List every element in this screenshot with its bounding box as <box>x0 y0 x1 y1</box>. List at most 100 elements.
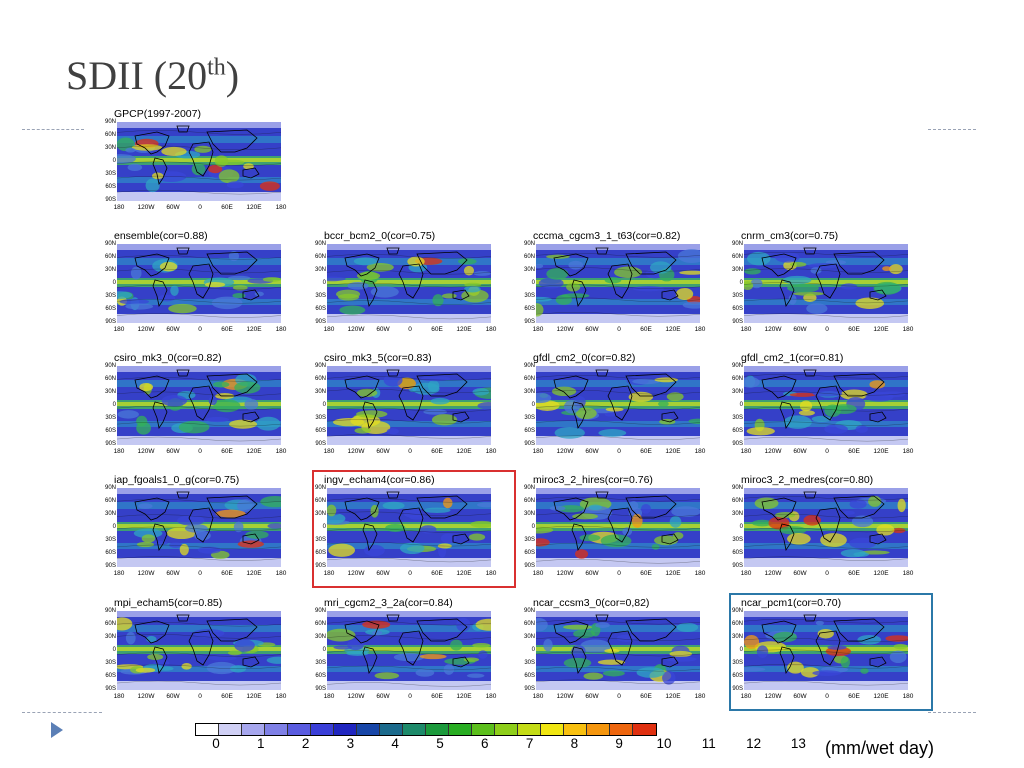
lat-tick-label: 30S <box>732 537 743 543</box>
panel-title: GPCP(1997-2007) <box>114 108 201 120</box>
map-precip-blob <box>139 382 154 392</box>
map-precip-blob <box>563 624 593 630</box>
colorbar-tick-label: 8 <box>570 736 579 751</box>
colorbar-swatch <box>564 724 587 735</box>
map-precip-blob <box>147 653 164 661</box>
map-south-pole <box>117 314 281 323</box>
map-contour <box>744 544 908 549</box>
map-coastline <box>242 656 260 668</box>
map-precip-blob <box>161 146 187 156</box>
lon-tick-label: 180 <box>740 326 752 333</box>
lat-tick-label: 0 <box>739 524 743 530</box>
lat-tick-label: 60S <box>105 550 116 556</box>
map-contour <box>117 145 281 151</box>
lat-tick-label: 30N <box>731 511 743 517</box>
map-precip-blob <box>631 513 643 528</box>
map-precip-blob <box>893 643 908 650</box>
lat-tick-label: 30S <box>315 660 326 666</box>
lat-tick-label: 60S <box>105 306 116 312</box>
map-contour <box>536 543 700 548</box>
map-contour <box>536 497 700 502</box>
lat-tick-label: 30N <box>523 389 535 395</box>
map-coastline <box>661 533 679 545</box>
map-precip-blob <box>212 381 230 388</box>
map-contour <box>117 268 281 274</box>
lat-tick-label: 90S <box>105 319 116 325</box>
lon-tick-label: 60W <box>585 448 599 455</box>
map-precip-blob <box>632 378 660 385</box>
precipitation-map <box>744 244 908 323</box>
map-precip-blob <box>812 670 841 676</box>
precipitation-map <box>117 122 281 201</box>
map-precip-blob <box>855 297 885 309</box>
map-storm-track-north <box>117 625 281 632</box>
map-contour <box>117 680 281 686</box>
map-north-pole <box>327 244 491 250</box>
map-precip-blob <box>194 145 212 153</box>
colorbar-tick-label: 4 <box>391 736 399 751</box>
map-precip-blob <box>431 414 458 426</box>
lat-tick-label: 60S <box>315 428 326 434</box>
map-precip-blob <box>885 635 908 642</box>
map-contour <box>327 376 491 381</box>
map-precip-blob <box>423 507 451 514</box>
map-contour <box>327 419 491 424</box>
map-precip-blob <box>193 629 225 638</box>
map-storm-track-south <box>744 543 908 549</box>
map-precip-blob <box>597 659 626 665</box>
lat-tick-label: 90N <box>523 363 535 369</box>
lon-tick-label: 120W <box>764 448 782 455</box>
map-precip-blob <box>206 661 237 675</box>
map-storm-track-south <box>536 421 700 427</box>
map-contour <box>327 314 491 320</box>
map-precip-blob <box>427 380 440 392</box>
map-precip-blob <box>605 407 624 412</box>
lon-tick-label: 0 <box>825 448 829 455</box>
lat-tick-label: 30S <box>105 537 116 543</box>
map-coastline <box>416 373 468 397</box>
map-precip-blob <box>754 497 779 510</box>
lon-tick-label: 0 <box>825 693 829 700</box>
lon-tick-label: 60E <box>221 204 233 211</box>
lon-tick-label: 120E <box>246 448 262 455</box>
precipitation-map <box>117 611 281 690</box>
map-contour <box>536 559 700 564</box>
lon-tick-label: 120E <box>665 326 681 333</box>
map-precip-blob <box>267 523 281 529</box>
lat-tick-label: 30S <box>105 293 116 299</box>
lon-tick-label: 0 <box>617 693 621 700</box>
map-precip-blob <box>125 631 136 645</box>
lat-tick-label: 60S <box>732 550 743 556</box>
map-north-pole <box>744 244 908 250</box>
lon-tick-label: 120W <box>347 326 365 333</box>
map-precip-blob <box>566 282 581 292</box>
map-precip-blob <box>669 515 682 528</box>
colorbar-swatch <box>357 724 380 735</box>
map-precip-blob <box>362 620 391 629</box>
map-coastline <box>625 373 677 397</box>
map-coastline <box>386 247 400 255</box>
map-precip-blob <box>441 293 457 299</box>
map-precip-blob <box>339 305 366 315</box>
lat-tick-label: 90N <box>104 608 116 614</box>
lon-tick-label: 120E <box>873 448 889 455</box>
lat-tick-label: 60N <box>523 254 535 260</box>
map-panel: gfdl_cm2_0(cor=0.82) 90N 60N 30N 0 30S 60S 90S 1… <box>524 352 707 460</box>
bullet-arrow-icon <box>51 722 63 738</box>
lat-tick-label: 90N <box>314 485 326 491</box>
map-contour <box>744 527 908 533</box>
map-coastline <box>833 373 885 397</box>
map-precip-blob <box>177 515 205 526</box>
map-precip-blob <box>218 169 240 184</box>
lat-tick-label: 90S <box>732 441 743 447</box>
map-coastline <box>416 618 468 642</box>
map-contour <box>744 374 908 379</box>
map-precip-blob <box>214 155 229 167</box>
map-contour <box>744 268 908 273</box>
map-contour <box>117 313 281 318</box>
lat-tick-label: 90N <box>731 241 743 247</box>
map-contour <box>117 299 281 304</box>
lon-tick-label: 0 <box>408 693 412 700</box>
lat-tick-label: 90N <box>731 608 743 614</box>
map-precip-blob <box>827 644 847 650</box>
